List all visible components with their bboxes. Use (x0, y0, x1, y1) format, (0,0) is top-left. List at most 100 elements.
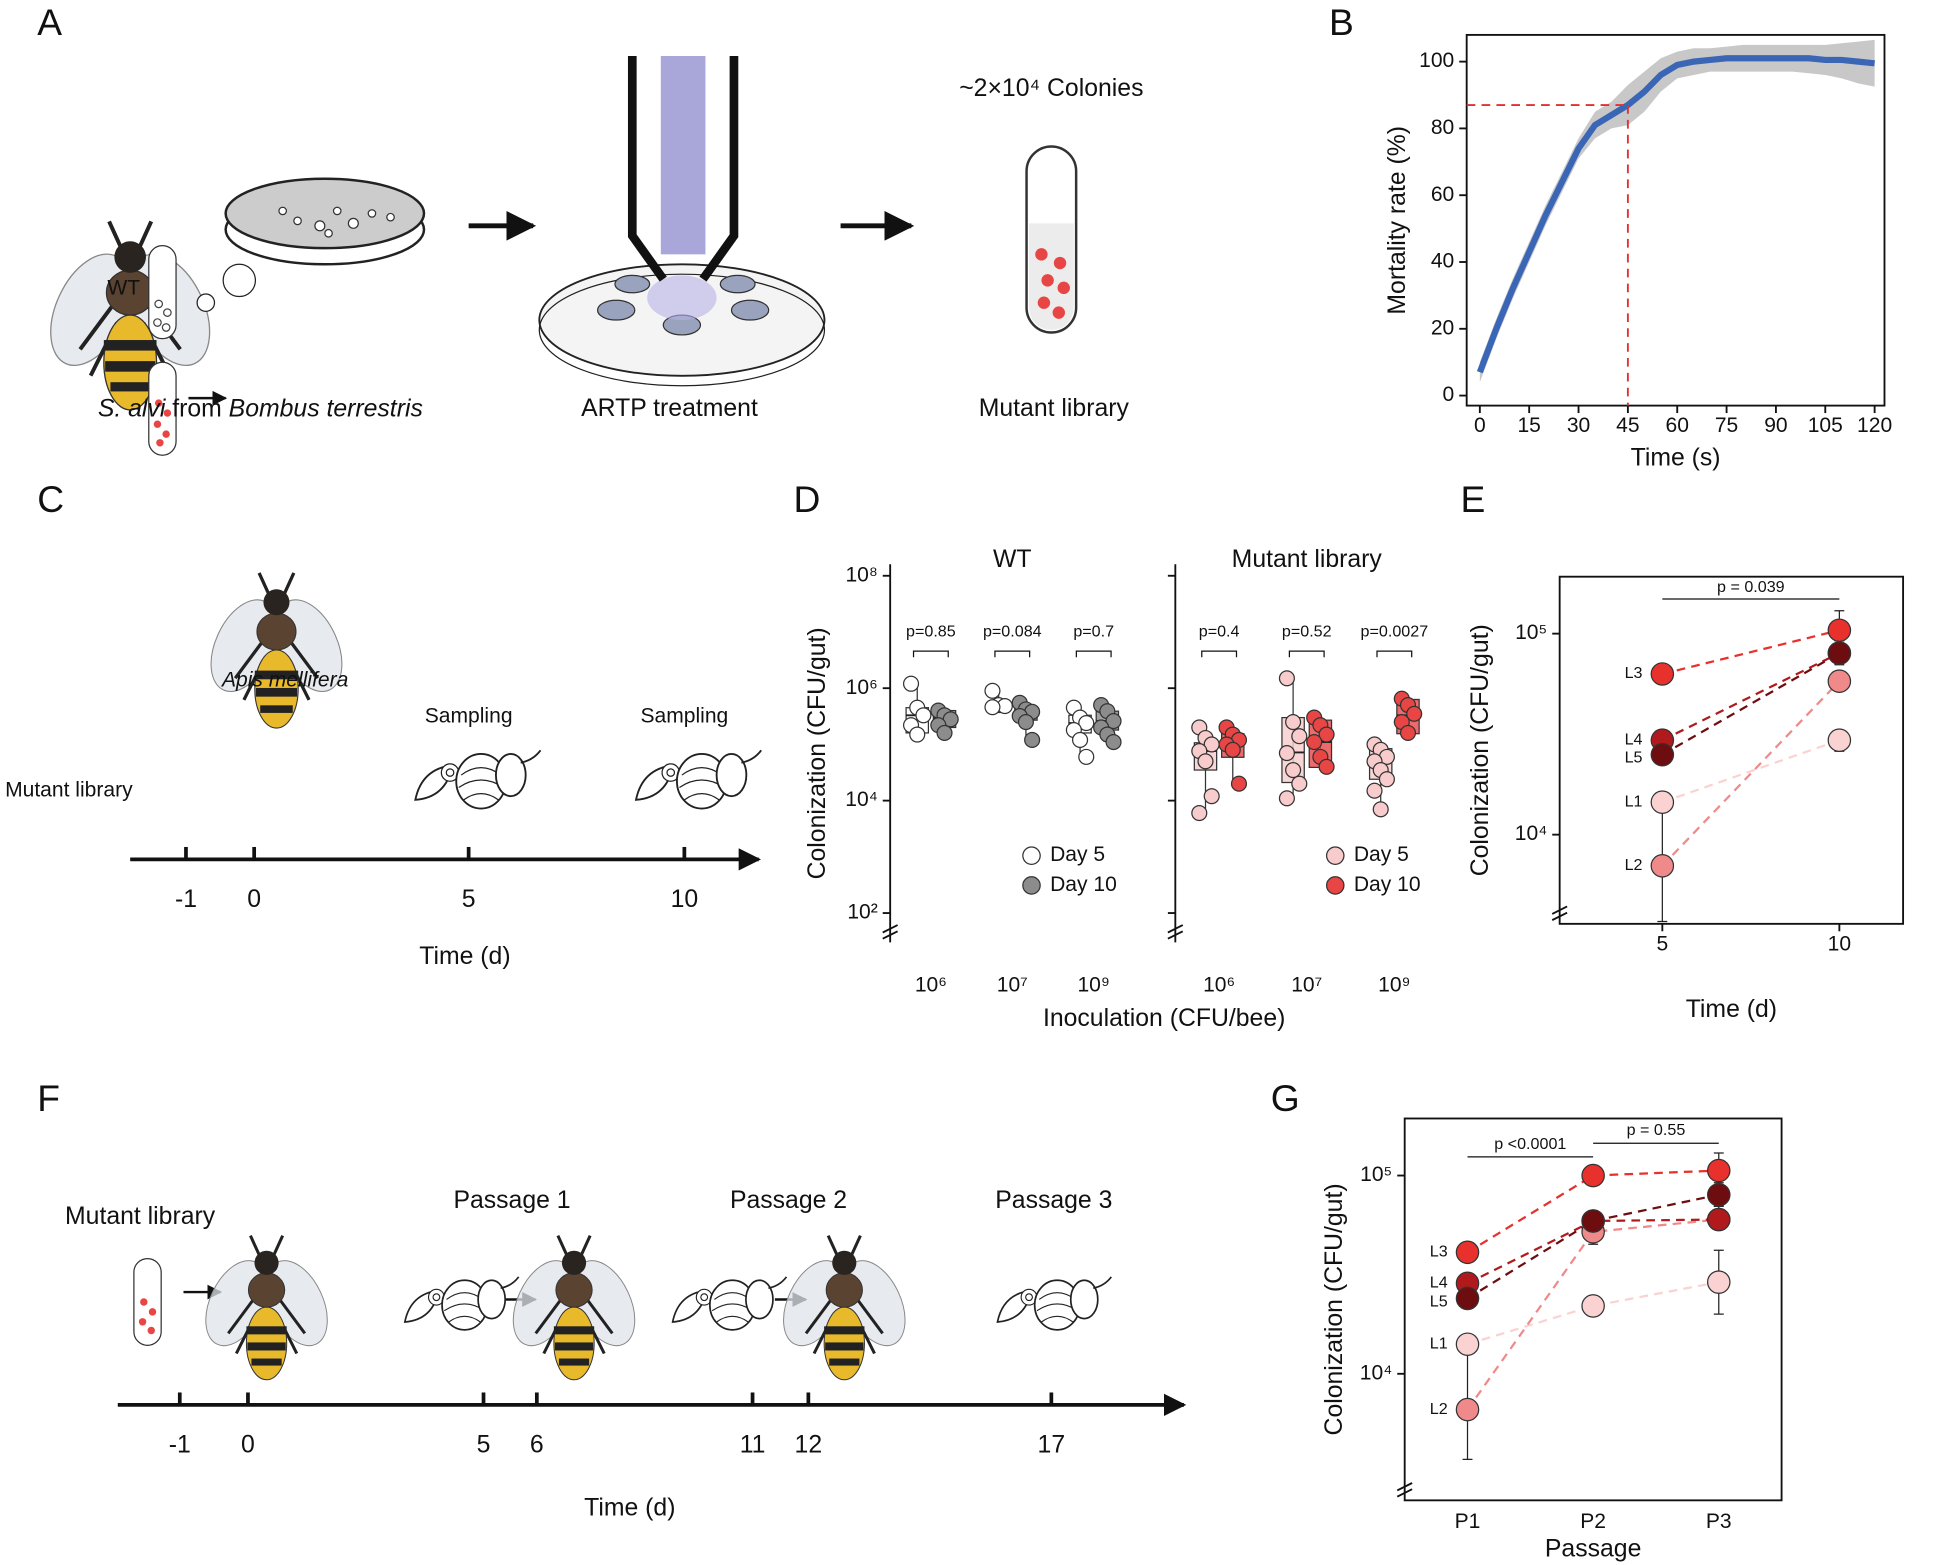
point (1285, 713, 1302, 731)
shape (505, 1233, 643, 1382)
y-axis-label: Colonization (CFU/gut) (804, 627, 831, 879)
point (909, 726, 926, 743)
shape (148, 361, 177, 456)
point (1706, 1207, 1731, 1232)
bracket (1288, 650, 1325, 658)
shape (196, 293, 216, 312)
x-tick-label: 5 (1656, 932, 1668, 955)
shape (386, 212, 395, 222)
x-axis-label: Time (d) (1686, 996, 1777, 1023)
shape (162, 430, 170, 438)
shape (208, 571, 345, 730)
shape (719, 274, 756, 294)
legend-marker (1022, 876, 1041, 895)
x-tick-label: 10⁷ (997, 973, 1028, 996)
shape (776, 1233, 913, 1382)
shape (35, 221, 226, 409)
point (1455, 1286, 1480, 1311)
panel-label: B (1329, 1, 1354, 43)
species: Bombus terrestris (229, 395, 423, 422)
x-tick-label: 30 (1567, 414, 1590, 437)
shape (224, 177, 426, 250)
y-tick-label: 10⁸ (845, 563, 877, 586)
bracket (912, 650, 949, 658)
x-axis-label: Inoculation (CFU/bee) (1043, 1005, 1285, 1032)
panel-labels: A B C D E F G (37, 1, 1485, 1119)
host-label: Apis mellifera (220, 668, 348, 691)
y-tick-label: 10² (847, 901, 877, 924)
x-tick-label: P2 (1580, 1510, 1606, 1533)
p-value: p = 0.039 (1717, 578, 1785, 596)
series-label: L4 (1430, 1274, 1448, 1292)
axis-break (1396, 1482, 1413, 1498)
x-tick-label: 90 (1764, 414, 1787, 437)
legend-marker (1325, 876, 1345, 895)
shape (278, 206, 395, 238)
p-value: p=0.7 (1073, 623, 1114, 641)
timeline-tick-label: -1 (169, 1431, 191, 1458)
p-value: p = 0.55 (1627, 1121, 1686, 1139)
x-tick-label: P3 (1706, 1510, 1732, 1533)
point (1827, 669, 1852, 693)
shape (1035, 248, 1070, 319)
shape (153, 420, 162, 428)
axis-break (882, 924, 899, 940)
bracket (1376, 650, 1413, 658)
treatment-label: ARTP treatment (581, 395, 758, 422)
colonies-label: ~2×10⁴ Colonies (959, 75, 1143, 102)
point (1455, 1332, 1480, 1356)
x-tick-label: 0 (1474, 414, 1486, 437)
point (1191, 805, 1208, 822)
line (1661, 652, 1840, 756)
line (1466, 1193, 1719, 1300)
shape (324, 228, 333, 238)
point (1285, 761, 1302, 779)
line (1661, 652, 1840, 742)
point (1105, 713, 1122, 730)
series-label: L1 (1430, 1334, 1448, 1352)
chart-dots: 10⁴ 10⁵ 5 10 Colonization (CFU/gut) Time (d) L… (1467, 575, 1905, 1023)
point (1278, 790, 1295, 807)
shape (414, 749, 542, 810)
legend-label: Day 10 (1354, 873, 1421, 896)
shape (154, 399, 163, 407)
shape (278, 206, 288, 216)
panel-label: A (37, 1, 62, 43)
shape (153, 299, 172, 332)
point (1291, 775, 1308, 792)
shape (148, 245, 177, 340)
panel-label: F (37, 1077, 60, 1119)
point (1455, 1397, 1480, 1422)
legend-label: Day 5 (1354, 843, 1409, 866)
chart-box: 10⁶ 10⁷ 10⁹ Mutant library Day 5 Day 10 p=0.4 p… (1167, 546, 1428, 996)
shape (163, 409, 172, 417)
y-axis-label: Colonization (CFU/gut) (1321, 1183, 1348, 1435)
library-label: Mutant library (65, 1203, 216, 1230)
point (936, 724, 953, 741)
line (1661, 680, 1841, 867)
panel-label: G (1271, 1077, 1300, 1119)
bracket (994, 650, 1031, 658)
line (1661, 739, 1840, 804)
y-axis-label: Colonization (CFU/gut) (1467, 624, 1494, 876)
point (1372, 801, 1389, 818)
shape (647, 275, 717, 321)
shape (153, 399, 172, 447)
point (1105, 734, 1122, 751)
timeline-tick-label: 0 (247, 886, 261, 913)
shape (660, 55, 706, 255)
shape (293, 216, 302, 226)
series-label: L4 (1625, 730, 1643, 748)
shape (671, 1276, 788, 1331)
shape (627, 55, 739, 282)
line (1476, 55, 1875, 374)
timeline-tick-label: 5 (477, 1431, 491, 1458)
bracket (1075, 650, 1112, 658)
point (1366, 782, 1383, 799)
passage-label: Passage 3 (995, 1187, 1112, 1214)
p-value: p=0.52 (1282, 623, 1332, 641)
plot-frame (1403, 1117, 1783, 1502)
chart-line: 0 20 40 60 80 100 0 15 30 45 60 75 90 105 120 Mortality… (1384, 33, 1892, 471)
x-axis-label: Passage (1545, 1535, 1641, 1562)
